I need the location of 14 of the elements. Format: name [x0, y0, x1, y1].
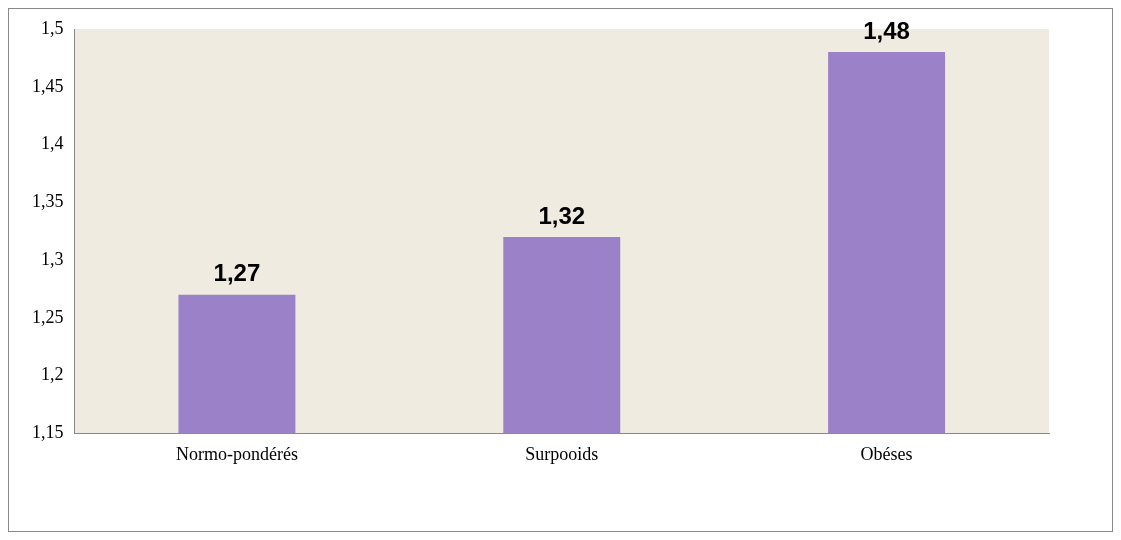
data-label: 1,48 — [863, 16, 910, 44]
x-tick-label: Surpooids — [525, 443, 599, 464]
data-label: 1,32 — [538, 201, 586, 229]
x-tick-label: Normo-pondérés — [175, 443, 298, 464]
x-tick-label: Obéses — [860, 443, 913, 464]
y-tick-label: 1,3 — [41, 248, 64, 269]
y-tick-label: 1,25 — [32, 306, 64, 327]
y-tick-label: 1,4 — [41, 133, 64, 154]
y-tick-label: 1,35 — [32, 191, 64, 212]
y-tick-label: 1,2 — [41, 364, 64, 385]
y-tick-label: 1,15 — [32, 422, 64, 443]
y-tick-label: 1,45 — [32, 75, 64, 96]
y-tick-label: 1,5 — [41, 17, 64, 38]
data-label: 1,27 — [213, 259, 261, 287]
